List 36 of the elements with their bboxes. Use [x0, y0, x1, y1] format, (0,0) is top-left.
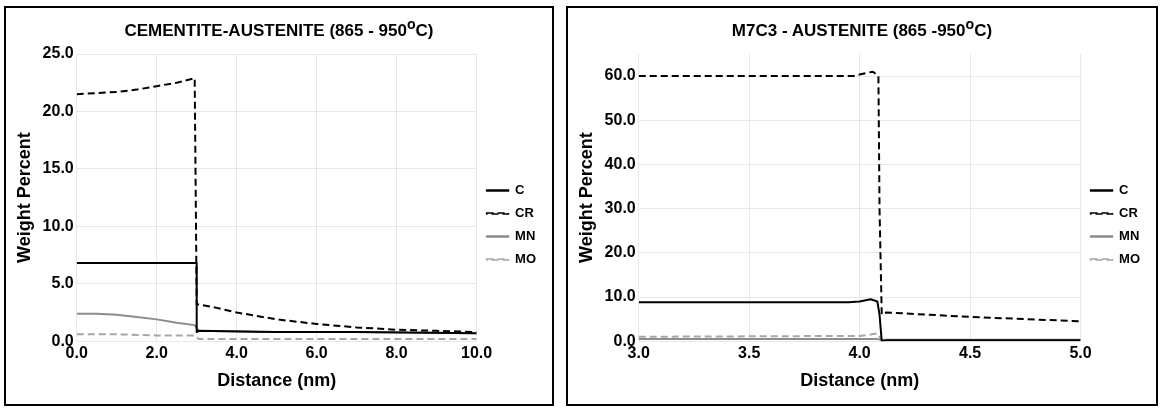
x-tick-label: 6.0 [305, 344, 328, 362]
y-tick-label: 15.0 [42, 159, 74, 177]
x-axis-title: Distance (nm) [217, 370, 337, 391]
legend-label: MO [515, 251, 537, 267]
y-tick-label: 10.0 [604, 287, 636, 305]
y-tick-label: 20.0 [42, 101, 74, 119]
x-tick-label: 0.0 [65, 344, 88, 362]
x-tick-label: 4.5 [958, 344, 982, 362]
y-axis-title: Weight Percent [575, 132, 596, 263]
chart-title: M7C3 - AUSTENITE (865 -950$^{o}$C) [730, 16, 994, 40]
y-tick-label: 40.0 [604, 154, 636, 172]
x-tick-label: 4.0 [848, 344, 871, 362]
x-tick-label: 3.0 [627, 344, 650, 362]
legend-label: MO [1119, 251, 1141, 267]
y-tick-label: 10.0 [42, 216, 74, 234]
legend-label: MN [515, 228, 536, 244]
x-tick-label: 2.0 [145, 344, 168, 362]
x-axis-title: Distance (nm) [800, 370, 920, 391]
y-axis-title: Weight Percent [13, 132, 34, 263]
legend-label: C [1119, 182, 1130, 198]
y-tick-label: 50.0 [604, 110, 636, 128]
legend-label: CR [515, 205, 535, 221]
x-tick-label: 10.0 [460, 344, 493, 362]
y-tick-label: 20.0 [604, 243, 636, 261]
x-tick-label: 8.0 [385, 344, 408, 362]
chart-title: CEMENTITE-AUSTENITE (865 - 950$^{o}$C) [123, 16, 435, 40]
y-tick-label: 30.0 [604, 199, 636, 217]
y-tick-label: 5.0 [51, 274, 74, 292]
x-tick-label: 5.0 [1069, 344, 1092, 362]
legend-label: C [515, 182, 526, 198]
x-tick-label: 3.5 [738, 344, 761, 362]
legend-label: MN [1119, 228, 1140, 244]
y-tick-label: 25.0 [42, 44, 74, 62]
legend-label: CR [1119, 205, 1139, 221]
y-tick-label: 60.0 [604, 66, 636, 84]
x-tick-label: 4.0 [225, 344, 248, 362]
